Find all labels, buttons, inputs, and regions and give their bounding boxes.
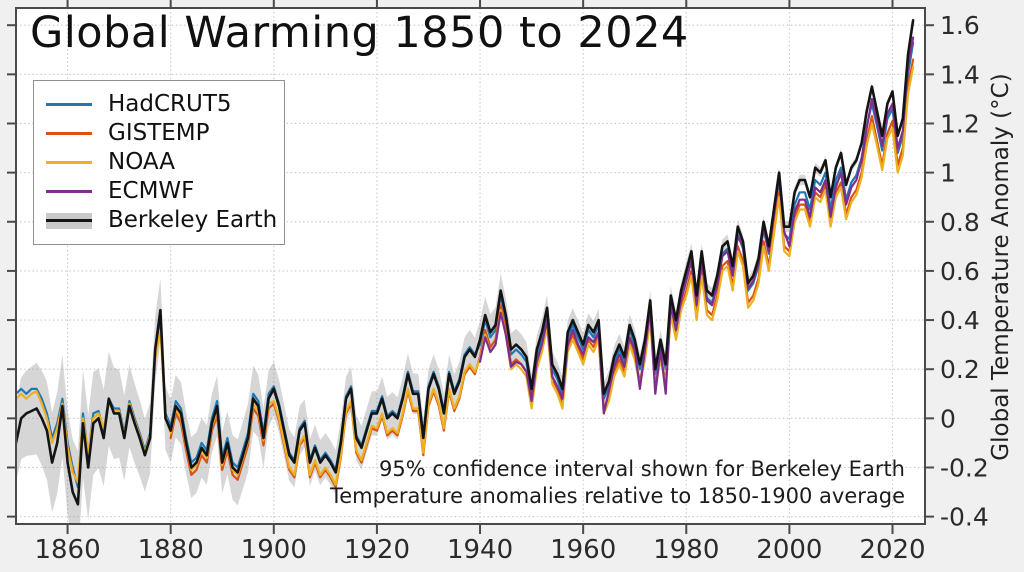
annotation-line-1: 95% confidence interval shown for Berkel…: [379, 457, 905, 481]
y-tick-label-1.6: 1.6: [940, 11, 980, 40]
x-tick-label-2000: 2000: [756, 535, 822, 565]
gistemp-line-swatch: [46, 131, 92, 136]
annotation-line-2: Temperature anomalies relative to 1850-1…: [329, 483, 905, 508]
legend-label-hadcrut5: HadCRUT5: [108, 91, 232, 117]
y-tick-label-0: 0: [940, 404, 956, 433]
x-tick-label-1860: 1860: [34, 535, 100, 565]
legend-item-hadcrut5: HadCRUT5: [46, 90, 272, 119]
legend-line-sample-hadcrut5: [46, 102, 92, 107]
series-line-berkeley-earth: [16, 18, 915, 506]
berkeley-band-swatch: [46, 212, 92, 229]
right-y-axis-label: Global Temperature Anomaly (°C): [988, 73, 1014, 461]
tick-marks: [7, 0, 934, 534]
x-tick-label-1900: 1900: [241, 535, 307, 565]
ecmwf-line-swatch: [46, 189, 92, 194]
y-tick-label-1.2: 1.2: [940, 109, 980, 138]
legend-item-berkeley-earth: Berkeley Earth: [46, 206, 277, 235]
x-tick-label-1980: 1980: [653, 535, 719, 565]
legend-label-ecmwf: ECMWF: [108, 178, 195, 204]
legend-label-noaa: NOAA: [108, 149, 176, 175]
chart-title: Global Warming 1850 to 2024: [30, 8, 689, 58]
legend-line-sample-noaa: [46, 160, 92, 165]
y-tick-label-0.4: 0.4: [940, 306, 980, 335]
legend-item-ecmwf: ECMWF: [46, 177, 272, 206]
legend-line-sample-gistemp: [46, 131, 92, 136]
y-tick-label--0.4: -0.4: [940, 503, 989, 532]
legend-band-sample-berkeley: [46, 212, 92, 229]
hadcrut5-line-swatch: [46, 102, 92, 107]
legend-label-berkeley-earth: Berkeley Earth: [108, 207, 278, 233]
data-layer: [16, 16, 915, 524]
y-tick-label-0.6: 0.6: [940, 257, 980, 286]
noaa-line-swatch: [46, 160, 92, 165]
x-axis-tick-labels: 1860 1880 1900 1920 1940 1960 1980 2000 2020: [34, 535, 925, 565]
y-tick-label-1.4: 1.4: [940, 60, 980, 89]
legend-item-gistemp: GISTEMP: [46, 119, 272, 148]
x-tick-label-2020: 2020: [859, 535, 925, 565]
legend-item-noaa: NOAA: [46, 148, 272, 177]
y-tick-label-1: 1: [940, 159, 956, 188]
y-tick-label--0.2: -0.2: [940, 453, 989, 482]
x-tick-label-1960: 1960: [550, 535, 616, 565]
x-tick-label-1940: 1940: [447, 535, 513, 565]
series-line-ecmwf: [478, 36, 915, 415]
annotation-note: 95% confidence interval shown for Berkel…: [330, 456, 905, 510]
x-tick-label-1920: 1920: [344, 535, 410, 565]
legend: HadCRUT5 GISTEMP NOAA ECMWF: [33, 80, 285, 245]
y-axis-tick-labels: -0.4 -0.2 0 0.2 0.4 0.6 0.8 1 1.2 1.4 1.6: [940, 11, 989, 531]
legend-line-sample-ecmwf: [46, 189, 92, 194]
y-tick-label-0.8: 0.8: [940, 208, 980, 237]
x-tick-label-1880: 1880: [138, 535, 204, 565]
legend-label-gistemp: GISTEMP: [108, 120, 210, 146]
plot-border: [15, 7, 926, 525]
y-tick-label-0.2: 0.2: [940, 355, 980, 384]
berkeley-line-swatch: [46, 218, 92, 223]
